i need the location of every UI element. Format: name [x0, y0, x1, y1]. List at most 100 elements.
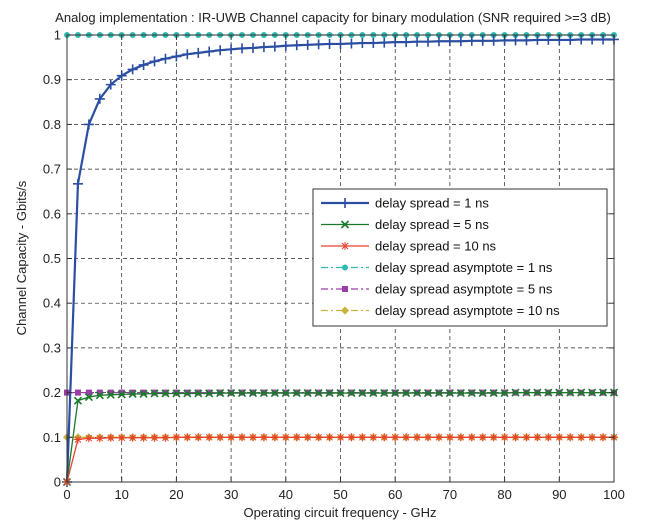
data-point [259, 388, 268, 398]
data-point [423, 36, 434, 47]
data-point [204, 46, 215, 57]
data-point [227, 433, 236, 442]
data-point [127, 64, 138, 75]
data-point [303, 388, 312, 398]
data-point [347, 433, 356, 442]
data-point [227, 388, 236, 398]
data-point [95, 391, 104, 400]
data-point [510, 35, 521, 46]
data-point [94, 93, 105, 104]
data-point [346, 38, 357, 49]
legend-label: delay spread = 1 ns [375, 196, 489, 211]
data-point [171, 51, 182, 62]
data-point [401, 37, 412, 48]
data-point [576, 34, 587, 45]
data-point [511, 433, 520, 442]
data-point [95, 434, 104, 443]
data-point [226, 44, 237, 55]
data-point [325, 388, 334, 398]
legend-item: delay spread = 1 ns [321, 196, 489, 211]
data-point [423, 388, 433, 398]
data-point [565, 34, 576, 45]
data-point [533, 433, 542, 442]
data-point [105, 79, 116, 90]
y-axis-label: Channel Capacity - Gbits/s [14, 180, 29, 335]
data-point [478, 388, 487, 398]
data-point [138, 59, 149, 70]
legend-item: delay spread = 10 ns [321, 239, 497, 254]
data-point [391, 388, 400, 398]
data-point [183, 389, 192, 398]
data-point [270, 433, 279, 442]
data-point [172, 433, 181, 442]
x-axis-ticks: 0 10 20 30 40 50 60 70 80 90 100 [63, 35, 625, 502]
series-1 [62, 34, 619, 487]
data-point [577, 433, 586, 442]
data-point [544, 433, 553, 442]
y-tick-label: 0.7 [43, 162, 61, 177]
data-point [335, 38, 346, 49]
data-point [357, 38, 368, 49]
data-point [598, 388, 608, 397]
chart-title: Analog implementation : IR-UWB Channel c… [55, 10, 611, 25]
data-point [489, 388, 498, 398]
data-point [215, 45, 226, 56]
legend-label: delay spread asymptote = 1 ns [375, 260, 553, 275]
legend-item: delay spread asymptote = 10 ns [321, 303, 560, 318]
data-point [466, 35, 477, 46]
data-point [85, 389, 92, 396]
data-point [467, 388, 476, 398]
data-point [532, 34, 543, 45]
data-point [140, 389, 147, 396]
legend-item: delay spread asymptote = 5 ns [321, 282, 553, 297]
data-point [303, 433, 312, 442]
legend: delay spread = 1 ns delay spread = 5 ns de… [312, 188, 608, 327]
data-point [248, 433, 257, 442]
data-point [424, 433, 433, 442]
data-point [84, 393, 93, 402]
y-tick-label: 0.2 [43, 385, 61, 400]
data-point [237, 43, 248, 54]
x-tick-label: 80 [497, 487, 511, 502]
data-point [380, 433, 389, 442]
data-point [150, 389, 159, 398]
legend-marker [340, 198, 350, 208]
data-point [117, 390, 126, 399]
data-point [358, 388, 367, 398]
data-point [455, 36, 466, 47]
data-point [456, 388, 465, 398]
legend-marker [340, 220, 350, 229]
data-point [522, 433, 531, 442]
data-point [511, 388, 520, 397]
legend-marker [341, 242, 349, 250]
data-point [368, 38, 379, 49]
data-point [128, 389, 137, 399]
x-tick-label: 70 [443, 487, 457, 502]
data-point [237, 388, 247, 398]
data-point [314, 433, 323, 442]
x-tick-label: 50 [333, 487, 347, 502]
data-point [205, 389, 214, 398]
data-point [258, 42, 269, 53]
data-point [489, 433, 498, 442]
data-point [402, 433, 411, 442]
y-tick-label: 0.6 [43, 206, 61, 221]
data-point [413, 388, 422, 398]
data-point [325, 433, 334, 442]
data-point [281, 433, 290, 442]
data-point [116, 70, 127, 81]
data-point [161, 433, 170, 442]
x-tick-label: 30 [224, 487, 238, 502]
data-point [149, 56, 160, 67]
data-point [413, 433, 422, 442]
data-point [183, 433, 192, 442]
data-point [74, 389, 81, 396]
data-point [216, 388, 225, 398]
data-point [73, 435, 82, 444]
data-point [456, 433, 465, 442]
legend-label: delay spread asymptote = 10 ns [375, 303, 560, 318]
y-tick-label: 0.4 [43, 296, 61, 311]
data-point [598, 34, 609, 45]
legend-item: delay spread = 5 ns [321, 217, 489, 232]
